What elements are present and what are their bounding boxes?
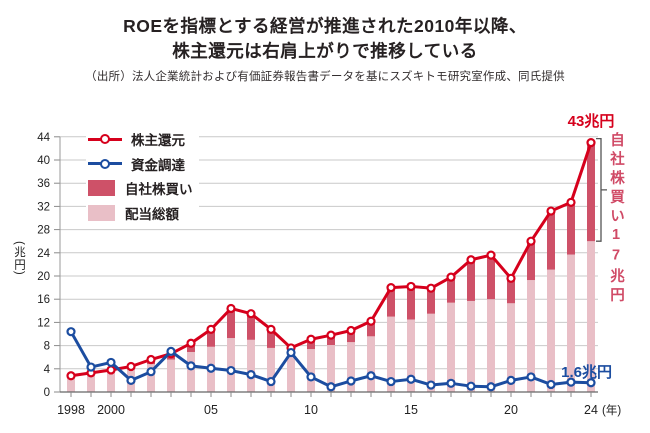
legend: 株主還元 資金調達 自社株買い 配当総額 [86, 125, 199, 227]
buyback-swatch-icon [88, 180, 115, 197]
svg-text:28: 28 [37, 225, 50, 237]
svg-text:1998: 1998 [57, 403, 85, 417]
legend-label: 配当総額 [125, 206, 179, 222]
svg-text:05: 05 [204, 403, 218, 417]
line-shareholder-returns [66, 138, 596, 381]
legend-label: 自社株買い [125, 182, 193, 198]
chart-title-line2: 株主還元は右肩上がりで推移している [172, 41, 478, 61]
line-fundraising [66, 327, 596, 392]
legend-item-fundraising: 資金調達 [88, 152, 193, 177]
gridlines-and-y-axis: 0 4 8 12 16 20 24 28 32 36 40 44 [37, 132, 598, 399]
svg-text:4: 4 [44, 364, 51, 376]
chart-title: ROEを指標とする経営が推進された2010年以降、 株主還元は右肩上がりで推移し… [0, 14, 650, 64]
legend-item-dividends: 配当総額 [88, 201, 193, 226]
svg-text:24: 24 [37, 248, 50, 260]
legend-label: 資金調達 [131, 157, 185, 173]
chart-title-line1: ROEを指標とする経営が推進された2010年以降、 [123, 16, 527, 36]
buyback-2024-annotation: 自社株買い17兆円 [608, 132, 624, 306]
svg-text:10: 10 [304, 403, 318, 417]
svg-text:44: 44 [37, 132, 50, 144]
svg-text:2000: 2000 [97, 403, 125, 417]
red-line-marker-icon [88, 134, 122, 145]
svg-text:40: 40 [37, 155, 50, 167]
stacked-bars [67, 142, 595, 392]
blue-line-marker-icon [88, 158, 122, 169]
svg-text:15: 15 [404, 403, 418, 417]
svg-text:20: 20 [37, 271, 50, 283]
svg-text:20: 20 [504, 403, 518, 417]
legend-item-shareholder-returns: 株主還元 [88, 127, 193, 152]
y-axis-unit-label: (兆円) [13, 241, 25, 276]
svg-text:0: 0 [44, 387, 50, 399]
svg-text:16: 16 [37, 294, 50, 306]
peak-value-annotation: 43兆円 [567, 113, 615, 130]
svg-text:(年): (年) [602, 403, 621, 417]
source-note: （出所）法人企業統計および有価証券報告書データを基にスズキトモ研究室作成、同氏提… [85, 71, 565, 83]
svg-text:12: 12 [37, 317, 50, 329]
fundraising-2024-annotation: 1.6兆円 [561, 364, 612, 381]
svg-text:24: 24 [584, 403, 598, 417]
legend-item-buybacks: 自社株買い [88, 176, 193, 201]
svg-text:8: 8 [44, 341, 50, 353]
legend-label: 株主還元 [131, 133, 185, 149]
buyback-bracket [596, 137, 607, 242]
svg-text:36: 36 [37, 178, 50, 190]
x-axis: 1998 2000 05 10 15 20 24 (年) [57, 391, 621, 417]
svg-text:32: 32 [37, 201, 50, 213]
dividend-swatch-icon [88, 204, 115, 221]
